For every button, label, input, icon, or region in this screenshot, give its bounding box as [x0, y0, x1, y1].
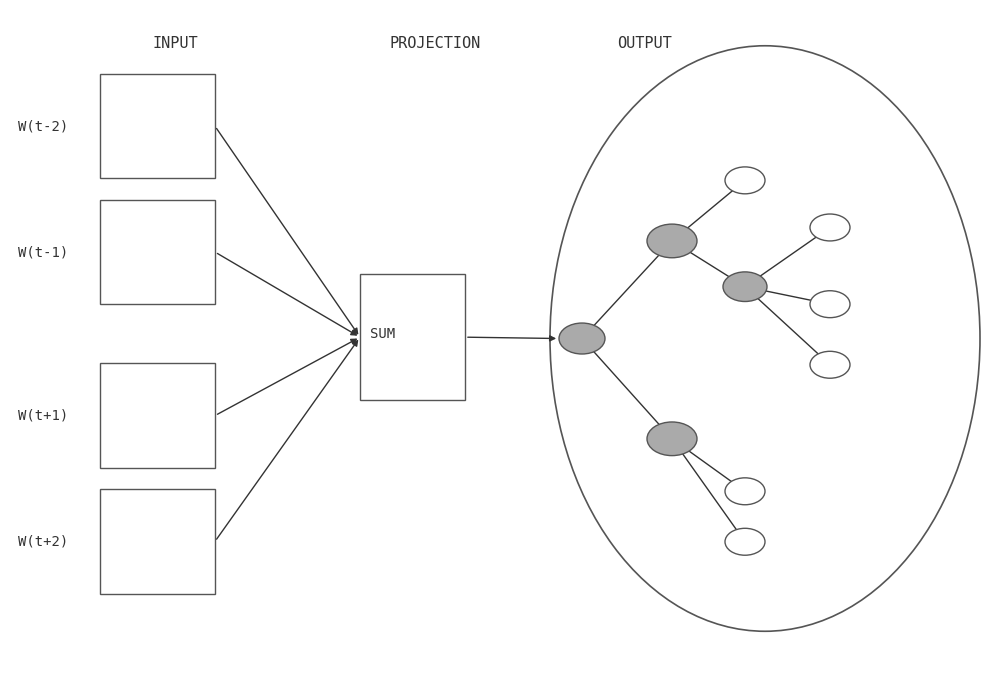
- Circle shape: [559, 323, 605, 354]
- Circle shape: [647, 224, 697, 258]
- Text: W(t-1): W(t-1): [18, 246, 68, 259]
- Circle shape: [725, 167, 765, 194]
- Text: SUM: SUM: [370, 328, 396, 341]
- Text: OUTPUT: OUTPUT: [618, 36, 672, 51]
- Circle shape: [725, 528, 765, 555]
- Text: W(t+1): W(t+1): [18, 409, 68, 423]
- Circle shape: [723, 272, 767, 302]
- Circle shape: [810, 351, 850, 378]
- Bar: [100, 200, 215, 304]
- Circle shape: [647, 422, 697, 456]
- Bar: [360, 274, 465, 400]
- Text: PROJECTION: PROJECTION: [389, 36, 481, 51]
- Bar: [100, 74, 215, 178]
- Bar: [100, 489, 215, 594]
- Circle shape: [810, 214, 850, 241]
- Bar: [100, 363, 215, 468]
- Circle shape: [810, 291, 850, 318]
- Text: W(t-2): W(t-2): [18, 120, 68, 133]
- Text: INPUT: INPUT: [152, 36, 198, 51]
- Circle shape: [725, 478, 765, 505]
- Ellipse shape: [550, 46, 980, 631]
- Text: W(t+2): W(t+2): [18, 535, 68, 548]
